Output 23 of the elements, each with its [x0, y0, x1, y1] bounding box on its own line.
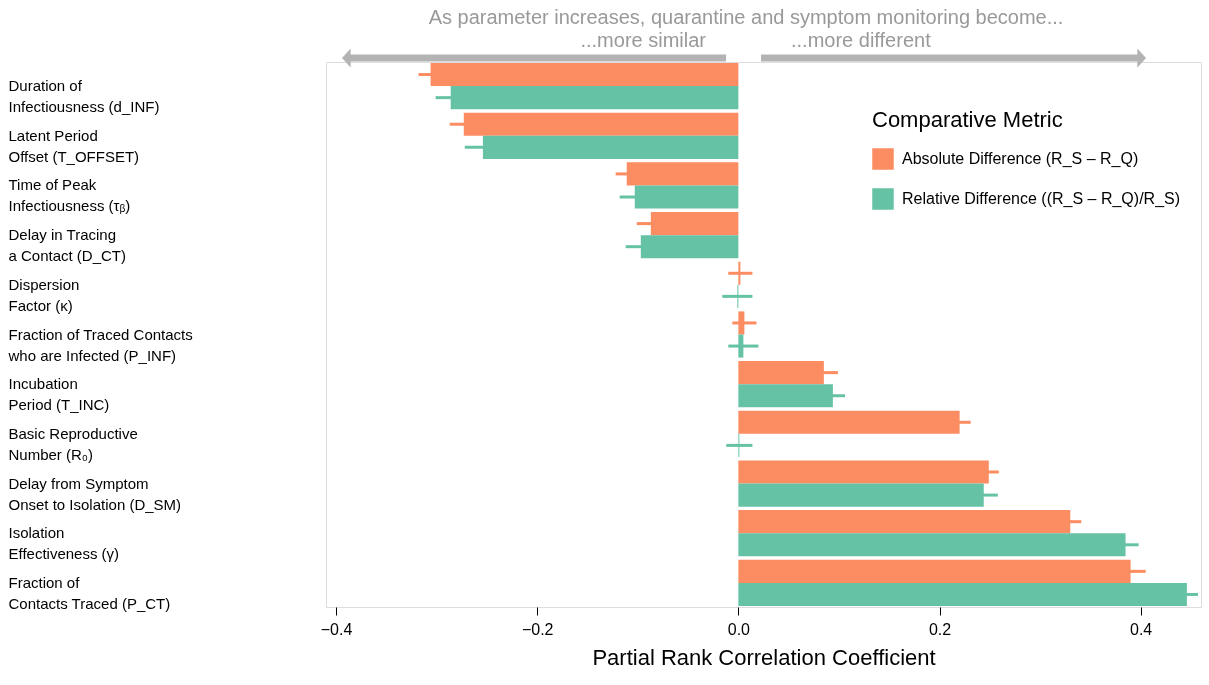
text: ...more similar	[580, 29, 707, 51]
x-tick-label: 0.0	[727, 620, 751, 638]
x-axis-title: Partial Rank Correlation Coefficient	[592, 644, 936, 670]
y-tick-label: Fraction of Contacts Traced (P_CT)	[8, 573, 171, 612]
x-tick-label: 0.4	[1130, 620, 1153, 638]
legend-title: Comparative Metric	[872, 107, 1063, 132]
x-tick-label: −0.4	[320, 620, 353, 638]
legend-label: Relative Difference ((R_S – R_Q)/R_S)	[902, 190, 1181, 208]
y-tick-label: Duration of Infectiousness (d_INF)	[8, 77, 160, 116]
text: As parameter increases, quarantine and symptom monitoring become...	[428, 6, 1064, 28]
legend-label: Absolute Difference (R_S – R_Q)	[902, 150, 1139, 168]
y-tick-label: Delay in Tracing a Contact (D_CT)	[8, 226, 127, 265]
x-tick-label: 0.2	[928, 620, 952, 638]
y-tick-label: Incubation Period (T_INC)	[8, 375, 110, 414]
y-tick-label: Isolation Effectiveness (γ)	[8, 524, 120, 563]
y-tick-label: Latent Period Offset (T_OFFSET)	[8, 126, 140, 165]
x-tick-label: −0.2	[521, 620, 554, 638]
y-tick-label: Basic Reproductive Number (R₀)	[8, 424, 138, 463]
y-tick-label: Dispersion Factor (κ)	[8, 275, 80, 314]
y-tick-label: Fraction of Traced Contacts who are Infected (P_INF)	[7, 325, 193, 364]
text: ...more different	[791, 29, 932, 51]
y-tick-label: Time of Peak Infectiousness (τᵦ)	[8, 176, 131, 215]
y-tick-label: Delay from Symptom Onset to Isolation (D_SM)	[8, 474, 182, 513]
